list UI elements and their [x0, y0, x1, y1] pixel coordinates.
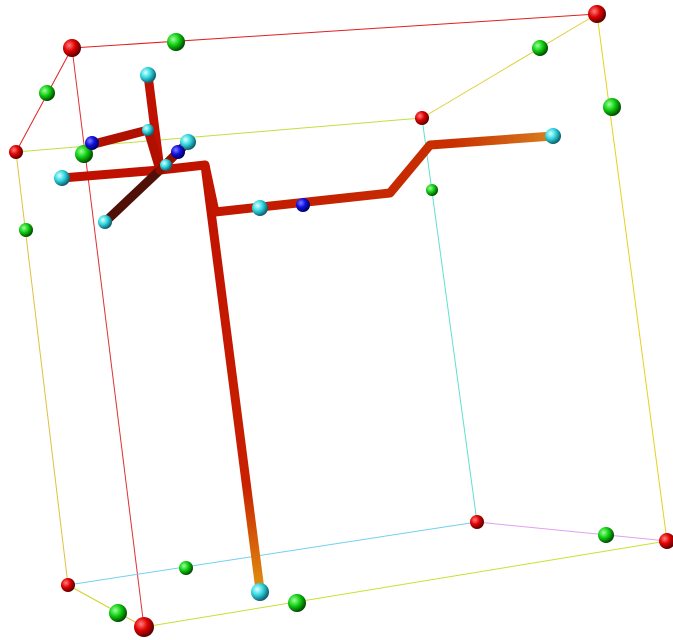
green-nodes [19, 33, 621, 622]
red-nodes [9, 5, 673, 637]
pipes [57, 70, 558, 595]
cyan-nodes [54, 67, 561, 601]
box-edges [15, 13, 668, 628]
blue-nodes [85, 136, 310, 212]
